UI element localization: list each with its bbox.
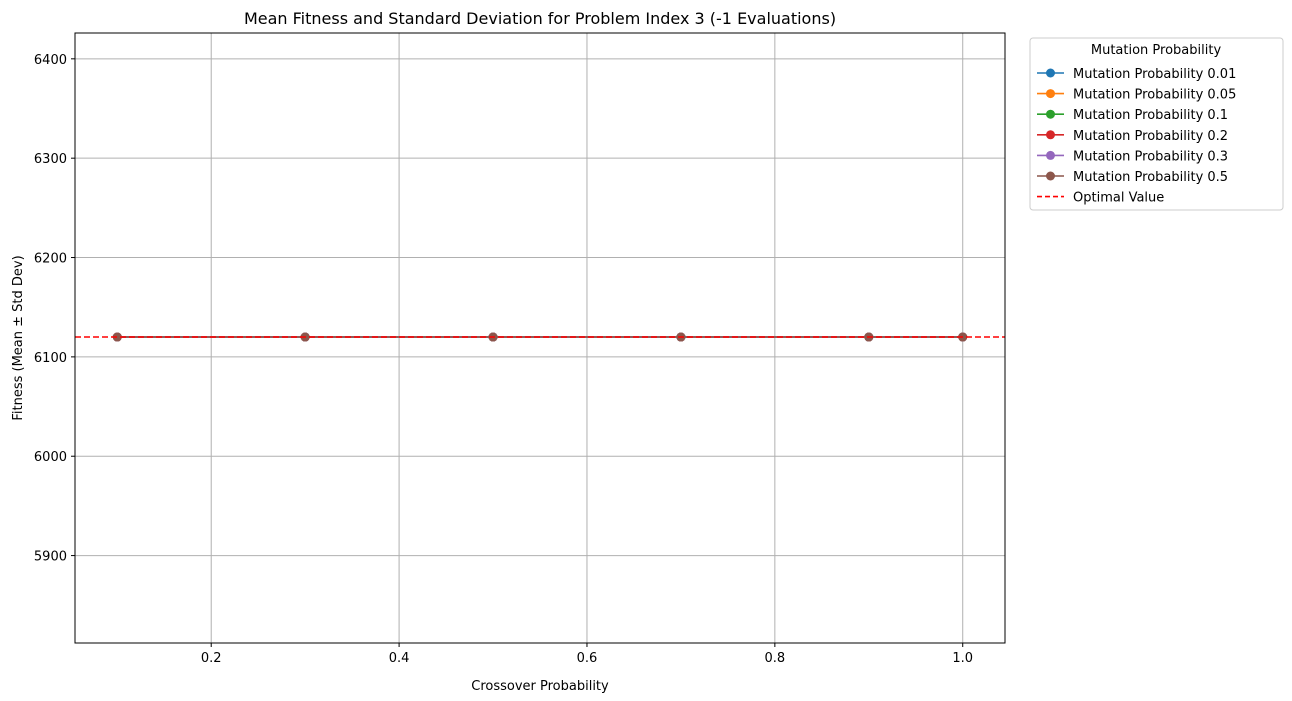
chart-title: Mean Fitness and Standard Deviation for … bbox=[244, 9, 836, 28]
x-tick-label: 0.8 bbox=[765, 651, 786, 666]
y-tick-label: 6300 bbox=[34, 152, 67, 167]
legend-entry-label: Mutation Probability 0.3 bbox=[1073, 149, 1228, 164]
y-tick-label: 6100 bbox=[34, 351, 67, 366]
y-tick-label: 6000 bbox=[34, 450, 67, 465]
legend-frame bbox=[1029, 37, 1284, 211]
legend-entry-label: Mutation Probability 0.01 bbox=[1073, 67, 1236, 82]
y-tick-label: 6400 bbox=[34, 53, 67, 68]
legend-swatch-marker bbox=[1046, 109, 1055, 119]
legend-entry-label: Optimal Value bbox=[1073, 191, 1164, 206]
x-tick-label: 1.0 bbox=[952, 651, 973, 666]
x-tick-label: 0.2 bbox=[201, 651, 222, 666]
series-layer bbox=[75, 332, 1005, 342]
legend-title: Mutation Probability bbox=[1091, 43, 1222, 58]
x-axis-label: Crossover Probability bbox=[471, 679, 609, 694]
legend-swatch-marker bbox=[1046, 68, 1055, 78]
legend-entry-label: Mutation Probability 0.05 bbox=[1073, 88, 1236, 103]
data-point bbox=[112, 332, 122, 342]
y-tick-label: 5900 bbox=[34, 550, 67, 565]
legend-swatch-marker bbox=[1046, 89, 1055, 99]
x-tick-label: 0.6 bbox=[577, 651, 598, 666]
legend-entry-label: Mutation Probability 0.2 bbox=[1073, 129, 1228, 144]
y-tick-label: 6200 bbox=[34, 252, 67, 267]
ticks: 0.2 0.4 0.6 0.8 1.0 5900 6000 6100 6200 6300 6400 bbox=[34, 53, 973, 666]
legend-entry-label: Mutation Probability 0.5 bbox=[1073, 170, 1228, 185]
legend-swatch-marker bbox=[1046, 171, 1055, 181]
plot-frame bbox=[74, 32, 1006, 644]
legend-swatch-marker bbox=[1046, 150, 1055, 160]
legend-swatch-marker bbox=[1046, 130, 1055, 140]
legend: Mutation Probability Mutation Probabilit… bbox=[1029, 37, 1284, 211]
x-tick-label: 0.4 bbox=[389, 651, 410, 666]
legend-entry-label: Mutation Probability 0.1 bbox=[1073, 108, 1228, 123]
y-axis-label: Fitness (Mean ± Std Dev) bbox=[11, 255, 26, 420]
